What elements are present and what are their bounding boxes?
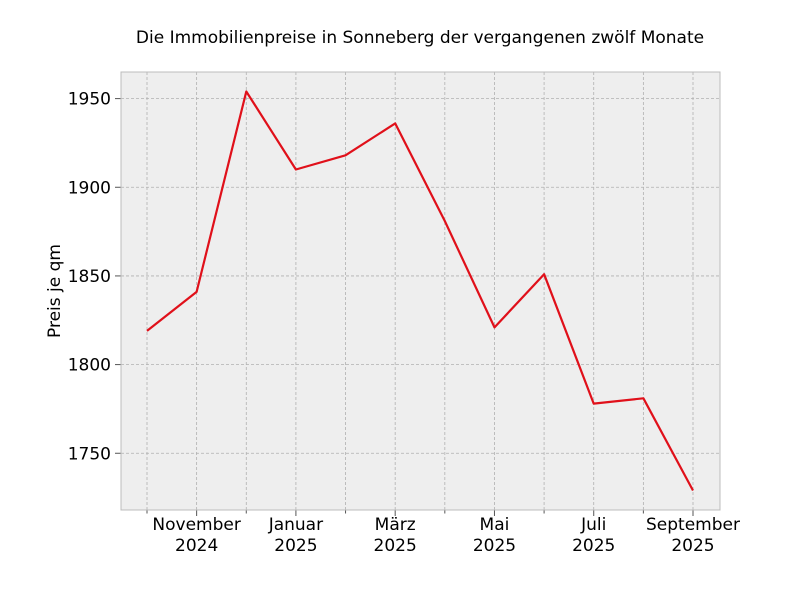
y-tick-label: 1750	[68, 444, 111, 464]
x-tick-label: Mai 2025	[473, 515, 516, 556]
x-tick-label: September 2025	[646, 515, 740, 556]
x-tick-label: Juli 2025	[572, 515, 615, 556]
grid	[121, 72, 720, 510]
y-axis-label: Preis je qm	[45, 244, 65, 338]
axis-ticks: November 2024 Januar 2025 März 2025 Mai 2025 Jul…	[68, 90, 740, 556]
x-tick-label: November 2024	[152, 515, 240, 556]
plot-frame	[120, 71, 721, 511]
series	[146, 90, 694, 492]
plot-area	[121, 72, 720, 510]
y-tick-label: 1900	[68, 178, 111, 198]
x-tick-label: Januar 2025	[268, 515, 323, 556]
x-tick-label: März 2025	[374, 515, 417, 556]
y-tick-label: 1950	[68, 90, 111, 110]
chart-title: Die Immobilienpreise in Sonneberg der ve…	[136, 28, 704, 48]
series-line	[146, 90, 694, 492]
y-tick-label: 1850	[68, 267, 111, 287]
y-tick-label: 1800	[68, 356, 111, 376]
